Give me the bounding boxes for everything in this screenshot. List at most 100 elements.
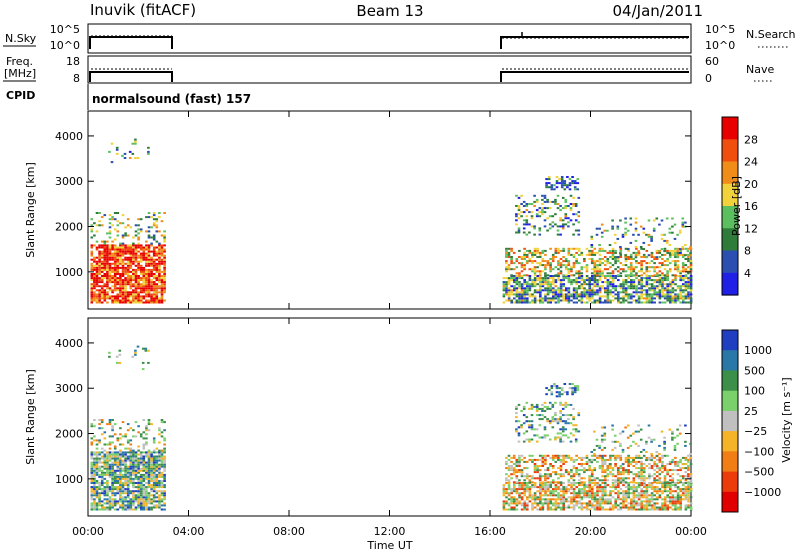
echo-cell [593,496,597,499]
echo-cell [513,301,516,304]
echo-cell [139,494,143,497]
echo-cell [95,248,99,251]
echo-cell [106,293,109,296]
echo-cell [600,448,604,451]
echo-cell [132,463,135,466]
echo-cell [643,277,646,280]
echo-cell [596,502,599,505]
echo-cell [126,301,130,304]
echo-cell [606,301,610,304]
echo-cell [121,461,125,464]
echo-cell [635,277,638,280]
echo-cell [608,463,612,466]
echo-cell [609,281,612,284]
echo-cell [624,299,628,302]
echo-cell [616,270,620,273]
echo-cell [108,443,112,446]
echo-cell [676,482,680,484]
echo-cell [139,467,143,470]
echo-cell [502,293,506,296]
echo-cell [513,498,516,501]
echo-cell [567,414,570,417]
echo-cell [609,471,612,474]
echo-cell [533,494,537,497]
echo-cell [676,295,680,298]
echo-cell [510,301,513,304]
echo-cell [106,423,109,426]
echo-cell [111,506,114,509]
echo-cell [554,456,558,459]
echo-cell [619,262,623,265]
echo-cell [152,465,156,468]
echo-cell [134,461,138,464]
echo-cell [132,484,135,487]
echo-cell [147,226,151,229]
echo-cell [129,285,133,288]
echo-cell [580,277,584,280]
echo-cell [569,203,573,205]
echo-cell [575,279,578,282]
echo-cell [121,262,125,265]
echo-cell [637,281,641,284]
echo-cell [606,508,610,511]
echo-cell [627,496,630,499]
echo-cell [617,508,620,511]
echo-cell [671,217,674,220]
echo-cell [134,457,138,460]
echo-cell [124,268,127,271]
echo-cell [598,465,602,467]
echo-cell [134,498,138,501]
echo-cell [655,479,659,482]
echo-cell [559,440,562,443]
echo-cell [658,477,662,480]
echo-cell [604,486,607,489]
echo-cell [111,295,114,298]
echo-cell [643,490,646,493]
echo-cell [546,500,550,503]
echo-cell [570,458,573,461]
echo-cell [152,469,156,472]
echo-cell [609,283,612,286]
echo-cell [145,498,148,501]
echo-cell [155,500,159,503]
echo-cell [129,467,133,470]
echo-cell [505,260,508,263]
echo-cell [152,461,156,464]
echo-cell [106,465,109,468]
echo-cell [611,479,615,482]
echo-cell [126,469,130,472]
echo-cell [507,486,511,489]
echo-cell [687,469,690,472]
echo-cell [160,498,164,501]
echo-cell [639,428,643,431]
echo-cell [152,248,156,251]
echo-cell [679,467,682,470]
echo-cell [622,496,625,499]
echo-cell [569,440,573,443]
echo-cell [510,469,513,472]
echo-cell [90,301,94,304]
echo-cell [119,484,122,487]
echo-cell [624,456,628,459]
echo-cell [134,260,138,263]
echo-cell [684,281,688,284]
echo-cell [124,482,127,484]
date-title: 04/Jan/2011 [613,2,704,20]
echo-cell [528,211,531,214]
echo-cell [653,508,656,511]
echo-cell [121,482,125,484]
echo-cell [549,275,552,277]
echo-cell [152,258,156,261]
echo-cell [575,486,578,489]
echo-cell [630,287,633,290]
echo-cell [132,480,135,482]
echo-cell [90,441,94,444]
echo-cell [541,502,545,505]
echo-cell [522,440,526,443]
echo-cell [555,186,559,189]
echo-cell [147,429,151,432]
echo-cell [637,233,640,236]
echo-cell [655,465,659,467]
echo-cell [550,188,554,191]
